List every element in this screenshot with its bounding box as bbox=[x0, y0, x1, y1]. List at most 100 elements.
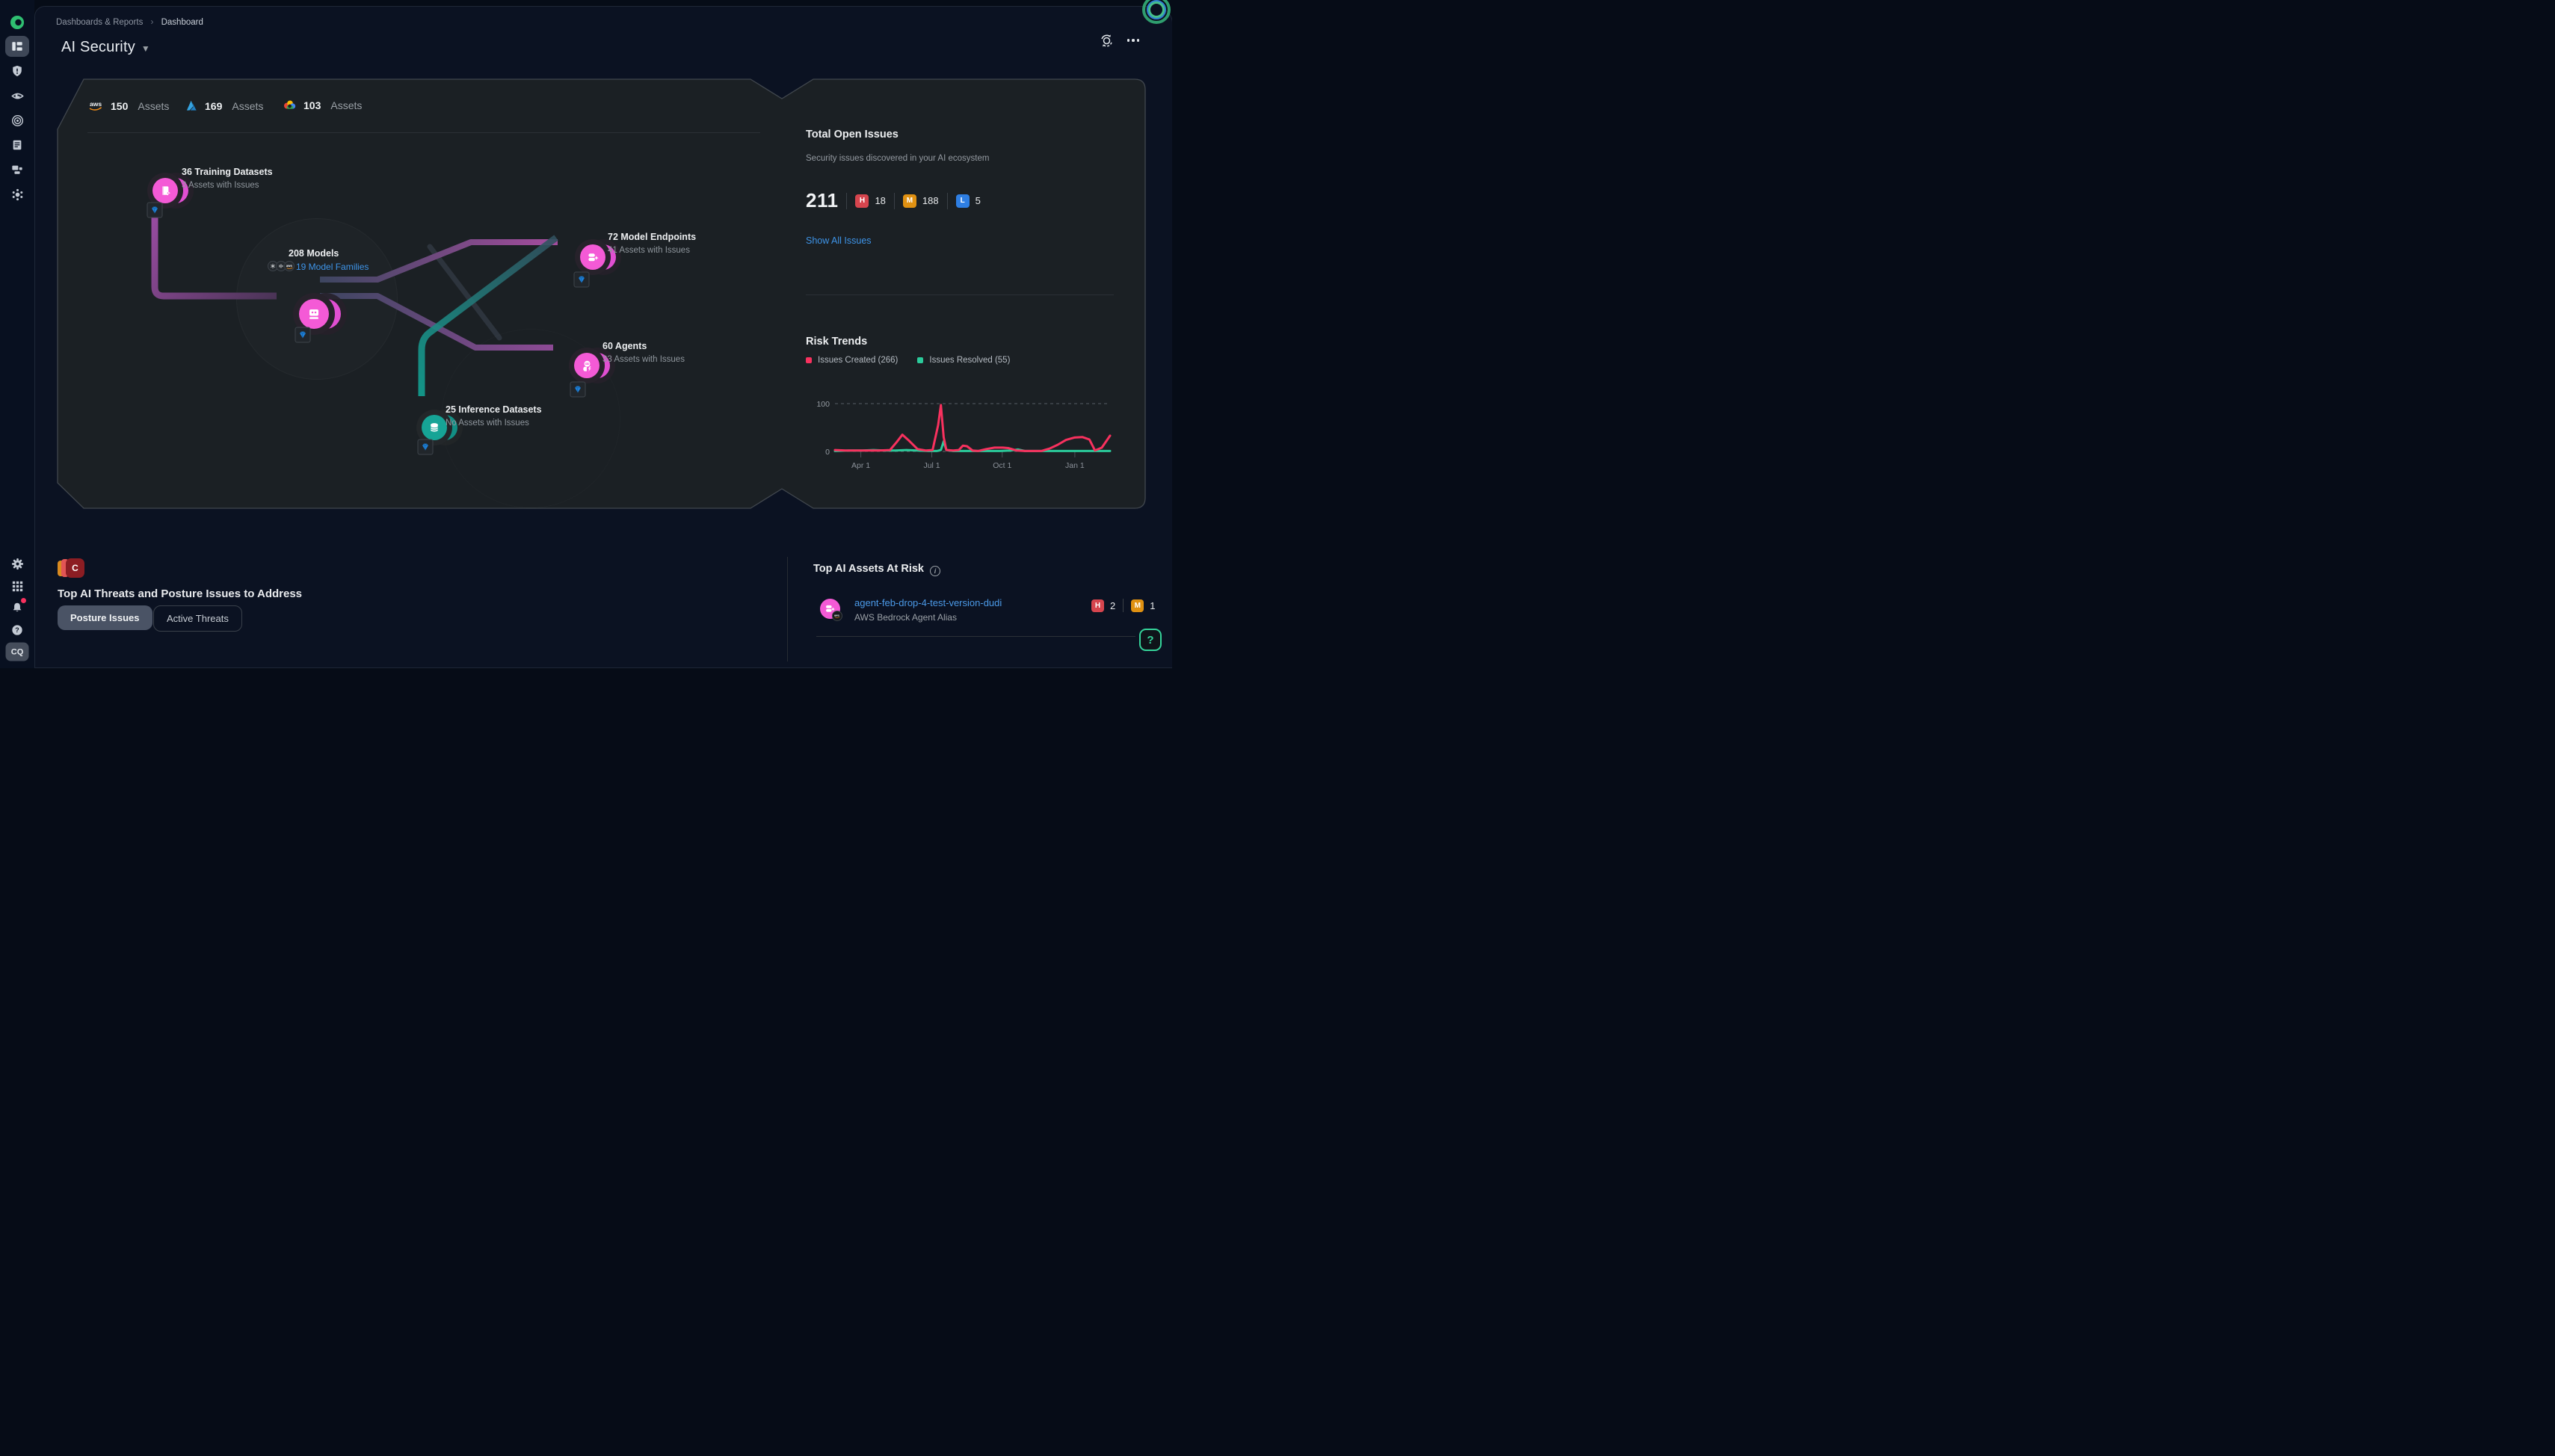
question-circle-icon: ? bbox=[12, 625, 22, 635]
provider-azure-count[interactable]: 169 Assets bbox=[185, 99, 263, 112]
asset-medium-count: 1 bbox=[1150, 599, 1156, 611]
risk-trends-legend: Issues Created (266) Issues Resolved (55… bbox=[806, 356, 1010, 365]
training-dataset-icon bbox=[161, 185, 170, 196]
svg-text:aws: aws bbox=[286, 263, 292, 267]
azure-icon bbox=[186, 100, 197, 111]
asset-high-count: 2 bbox=[1110, 599, 1116, 611]
legend-issues-created[interactable]: Issues Created (266) bbox=[806, 356, 898, 365]
eye-icon bbox=[10, 93, 24, 99]
svg-text:100: 100 bbox=[816, 400, 830, 409]
sidebar-item-apps[interactable] bbox=[5, 576, 29, 596]
help-button[interactable]: ? bbox=[1139, 629, 1162, 651]
asset-type-label: AWS Bedrock Agent Alias bbox=[854, 612, 957, 623]
sidebar-item-dashboards[interactable] bbox=[5, 36, 29, 57]
asset-row: aws agent-feb-drop-4-test-version-dudi A… bbox=[813, 596, 1155, 637]
edge-models-endpoints bbox=[320, 239, 558, 283]
edge-models-agents bbox=[320, 293, 553, 351]
right-panel-divider bbox=[806, 294, 1114, 295]
threats-heading: Top AI Threats and Posture Issues to Add… bbox=[58, 587, 303, 600]
sidebar-item-notifications[interactable] bbox=[5, 597, 29, 618]
asset-high-badge: H bbox=[1091, 599, 1104, 612]
endpoints-node-subtitle: 41 Assets with Issues bbox=[608, 246, 690, 255]
low-severity-count: 5 bbox=[975, 195, 981, 206]
issue-severity-summary: 211 H 18 M 188 L 5 bbox=[806, 189, 981, 212]
asset-name-link[interactable]: agent-feb-drop-4-test-version-dudi bbox=[854, 597, 1002, 608]
provider-gcp-count[interactable]: 103 Assets bbox=[283, 99, 362, 111]
refresh-icon bbox=[1100, 34, 1112, 47]
aws-icon: aws bbox=[89, 100, 102, 111]
dashboard-icon bbox=[12, 42, 22, 51]
inference-gem-badge[interactable] bbox=[417, 439, 434, 455]
edge-inference-endpoints bbox=[418, 235, 558, 396]
sidebar-item-reports[interactable] bbox=[5, 135, 29, 155]
training-node-subtitle: 3 Assets with Issues bbox=[182, 181, 259, 190]
show-all-issues-link[interactable]: Show All Issues bbox=[806, 235, 872, 246]
risk-trends-chart-area: 100 0 Apr 1 Jul 1 Oct 1 Jan 1 bbox=[800, 395, 1121, 476]
model-endpoint-icon bbox=[588, 253, 599, 261]
bell-icon bbox=[13, 602, 22, 612]
google-cloud-icon bbox=[284, 100, 296, 109]
endpoints-node-title: 72 Model Endpoints bbox=[608, 232, 697, 242]
sidebar-item-inventory[interactable] bbox=[5, 159, 29, 180]
svg-text:Apr 1: Apr 1 bbox=[851, 461, 870, 470]
agent-icon bbox=[582, 360, 591, 371]
high-severity-badge: H bbox=[855, 194, 869, 208]
risk-trends-chart: 100 0 Apr 1 Jul 1 Oct 1 Jan 1 bbox=[816, 400, 1112, 470]
notification-dot bbox=[21, 598, 26, 603]
sidebar-item-visibility[interactable] bbox=[5, 85, 29, 106]
report-icon bbox=[13, 140, 22, 150]
providers-divider bbox=[87, 132, 760, 133]
info-icon[interactable]: i bbox=[929, 566, 940, 576]
kebab-icon bbox=[1127, 39, 1130, 42]
svg-text:Jan 1: Jan 1 bbox=[1065, 461, 1085, 470]
asset-medium-badge: M bbox=[1131, 599, 1144, 612]
sidebar-item-help[interactable]: ? bbox=[5, 620, 29, 641]
agents-node-title: 60 Agents bbox=[602, 341, 647, 351]
breadcrumb-separator-icon: › bbox=[150, 18, 154, 27]
asset-type-icon: aws bbox=[820, 599, 842, 621]
tab-active-threats[interactable]: Active Threats bbox=[153, 605, 242, 632]
endpoints-gem-badge[interactable] bbox=[573, 271, 590, 288]
model-robot-icon bbox=[309, 309, 318, 319]
aws-badge-icon: aws bbox=[832, 611, 842, 621]
blocks-icon bbox=[12, 165, 22, 174]
edge-training-models bbox=[151, 193, 277, 300]
threat-cards-icon: C bbox=[58, 558, 84, 579]
sidebar-item-settings[interactable] bbox=[5, 553, 29, 574]
breadcrumb-dashboard[interactable]: Dashboard bbox=[161, 18, 203, 27]
high-severity-count: 18 bbox=[875, 195, 886, 206]
dashboard-title-dropdown[interactable]: AI Security ▼ bbox=[61, 39, 150, 56]
asset-severity-badges: H 2 M 1 bbox=[1091, 599, 1162, 612]
svg-text:aws: aws bbox=[90, 100, 102, 108]
medium-severity-count: 188 bbox=[922, 195, 939, 206]
provider-aws-count[interactable]: aws 150 Assets bbox=[87, 99, 169, 112]
models-node-title: 208 Models bbox=[289, 248, 339, 259]
asset-row-divider bbox=[816, 636, 1135, 637]
low-severity-badge: L bbox=[955, 194, 970, 208]
inference-node-subtitle: No Assets with Issues bbox=[446, 419, 529, 428]
more-options-button[interactable] bbox=[1126, 33, 1141, 48]
network-hub-icon bbox=[12, 188, 22, 200]
page-title: AI Security bbox=[61, 39, 135, 55]
agents-gem-badge[interactable] bbox=[570, 381, 586, 398]
graph-card-outline bbox=[57, 78, 1146, 509]
inference-dataset-icon bbox=[430, 423, 439, 432]
sidebar-item-issues[interactable] bbox=[5, 61, 29, 81]
created-legend-swatch bbox=[806, 357, 812, 363]
models-gem-badge[interactable] bbox=[295, 327, 311, 343]
breadcrumb-dashboards-reports[interactable]: Dashboards & Reports bbox=[56, 18, 144, 27]
sidebar-item-scope[interactable] bbox=[5, 110, 29, 131]
edge-cross-faint bbox=[427, 244, 502, 341]
tab-posture-issues[interactable]: Posture Issues bbox=[58, 605, 152, 630]
training-gem-badge[interactable] bbox=[147, 202, 163, 218]
refresh-button[interactable] bbox=[1099, 33, 1114, 48]
app-logo-icon[interactable] bbox=[5, 12, 29, 33]
sidebar-item-threat-network[interactable] bbox=[5, 184, 29, 205]
bottom-section-divider bbox=[787, 557, 788, 661]
legend-issues-resolved[interactable]: Issues Resolved (55) bbox=[917, 356, 1010, 365]
sidebar: ? CQ bbox=[0, 0, 34, 668]
user-avatar[interactable]: CQ bbox=[5, 642, 29, 661]
breadcrumb: Dashboards & Reports › Dashboard bbox=[56, 18, 203, 27]
model-families-link[interactable]: 19 Model Families bbox=[296, 262, 369, 272]
bullseye-icon bbox=[11, 114, 23, 126]
